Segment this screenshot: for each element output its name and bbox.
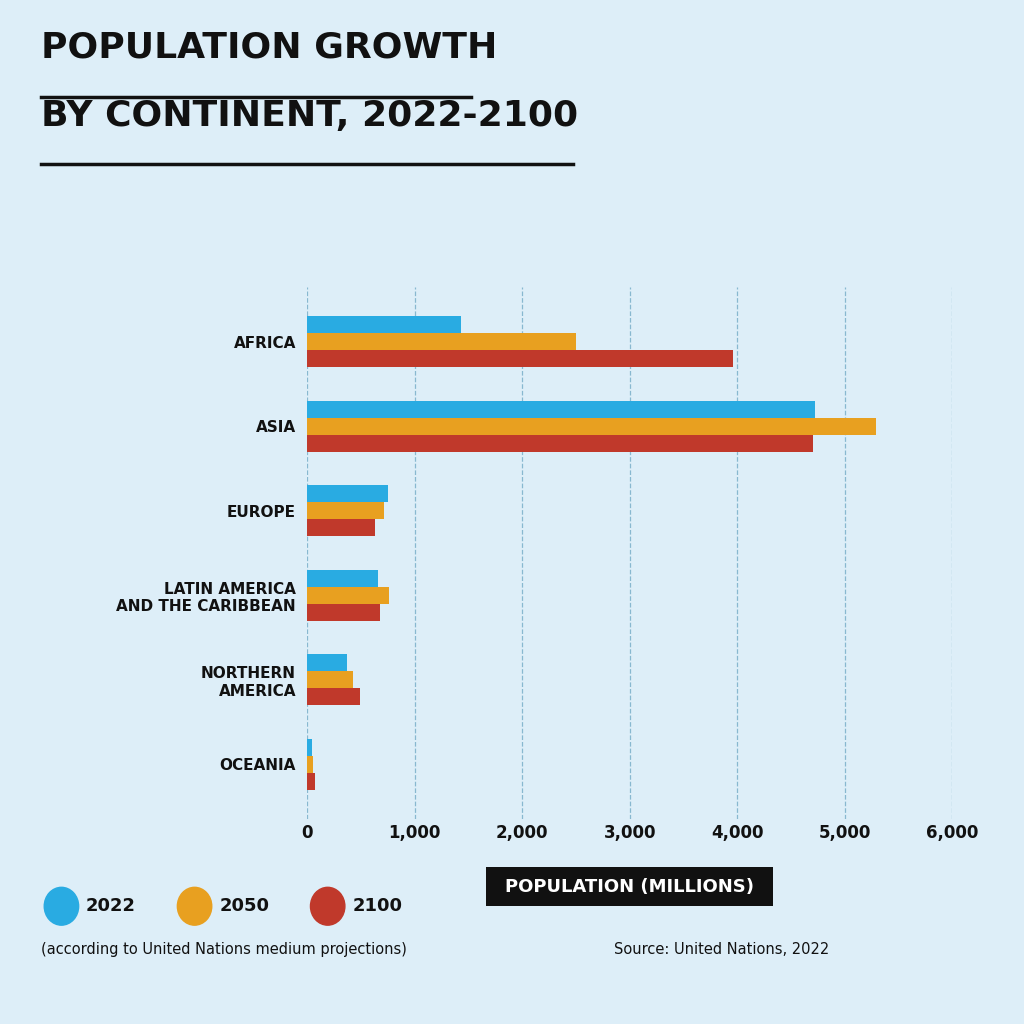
Bar	[307, 654, 347, 672]
Text: POPULATION (MILLIONS): POPULATION (MILLIONS)	[505, 878, 755, 896]
Circle shape	[177, 888, 212, 925]
Bar	[307, 333, 575, 350]
Text: Source: United Nations, 2022: Source: United Nations, 2022	[614, 942, 829, 957]
Bar	[307, 400, 815, 418]
Bar	[307, 434, 812, 452]
Text: POPULATION GROWTH: POPULATION GROWTH	[41, 31, 498, 65]
Bar	[307, 570, 378, 587]
Bar	[307, 756, 313, 773]
Bar	[307, 587, 389, 604]
Text: (according to United Nations medium projections): (according to United Nations medium proj…	[41, 942, 407, 957]
Bar	[307, 688, 359, 706]
Text: 2050: 2050	[219, 897, 269, 915]
Bar	[307, 672, 353, 688]
Circle shape	[310, 888, 345, 925]
Bar	[307, 739, 312, 756]
Circle shape	[44, 888, 79, 925]
Bar	[307, 502, 384, 519]
Bar	[307, 604, 380, 621]
Bar	[307, 350, 733, 367]
Bar	[307, 316, 461, 333]
Bar	[307, 485, 388, 502]
Text: BY CONTINENT, 2022-2100: BY CONTINENT, 2022-2100	[41, 99, 579, 133]
Bar	[307, 519, 375, 536]
Text: 2100: 2100	[352, 897, 402, 915]
Bar	[307, 418, 876, 434]
Bar	[307, 773, 314, 790]
Text: 2022: 2022	[86, 897, 136, 915]
